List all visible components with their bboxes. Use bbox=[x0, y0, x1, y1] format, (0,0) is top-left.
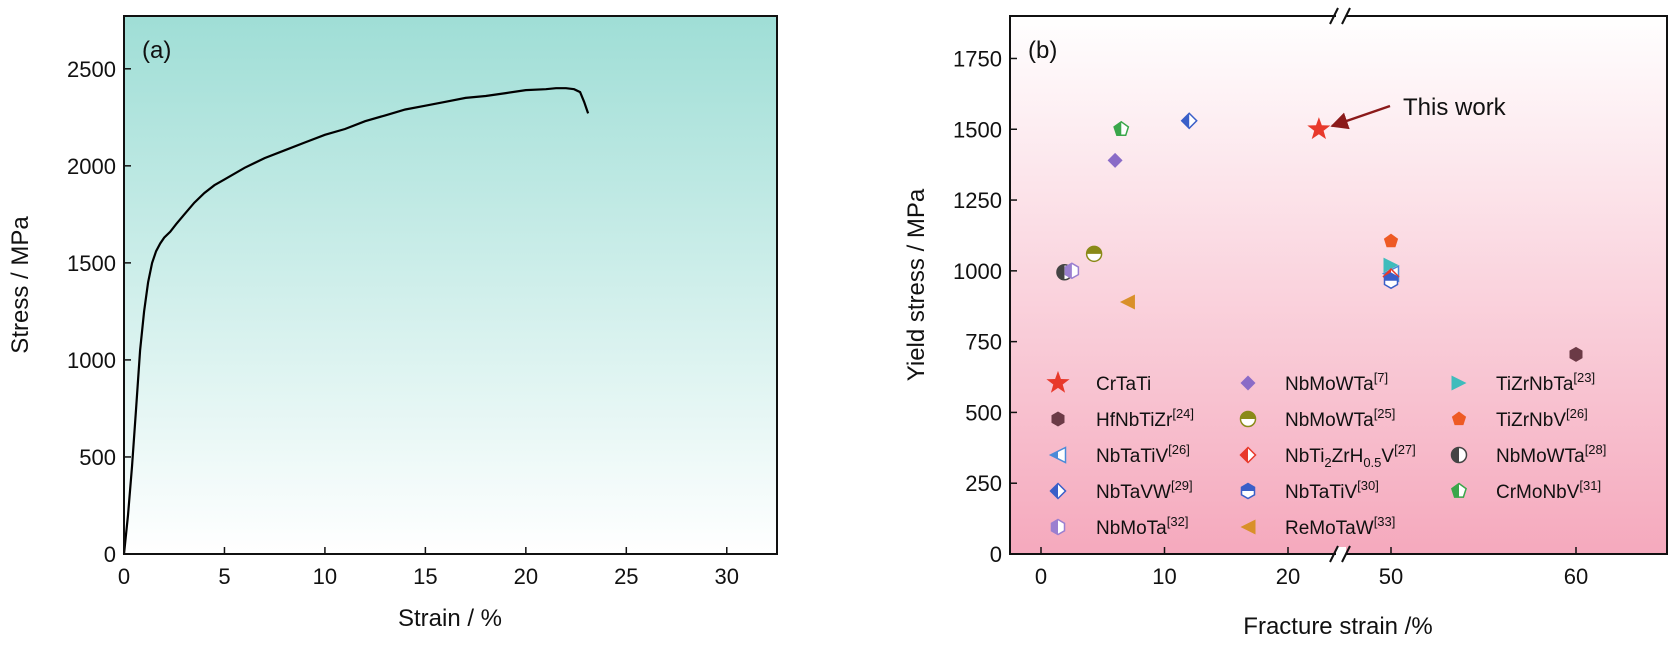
legend-entry: NbTaVW[29] bbox=[1049, 478, 1193, 503]
chart-b-xtick-label: 50 bbox=[1379, 564, 1403, 589]
chart-b-point bbox=[1180, 112, 1198, 130]
legend-marker bbox=[1050, 518, 1066, 536]
chart-b-ytick-label: 1250 bbox=[953, 188, 1002, 213]
chart-b-xtick-label: 20 bbox=[1276, 564, 1300, 589]
chart-a-xtick-label: 30 bbox=[715, 564, 739, 589]
chart-b: 0 10 20 50 60 0 250 500 750 1000 1250 1500 1750 This… bbox=[903, 7, 1668, 640]
chart-b-point bbox=[1383, 257, 1399, 273]
legend-label: ReMoTaW[33] bbox=[1285, 514, 1395, 539]
legend-entry: NbMoWTa[7] bbox=[1240, 370, 1388, 395]
legend-label: NbTaTiV[30] bbox=[1285, 478, 1379, 503]
legend-label: NbTaVW[29] bbox=[1096, 478, 1193, 503]
chart-b-xtick-label: 60 bbox=[1564, 564, 1588, 589]
chart-a-xtick-label: 25 bbox=[614, 564, 638, 589]
chart-b-ytick-label: 1000 bbox=[953, 259, 1002, 284]
legend-marker bbox=[1451, 375, 1467, 391]
chart-b-point bbox=[1064, 262, 1080, 280]
chart-a-ytick-label: 2500 bbox=[67, 57, 116, 82]
chart-a-ytick-label: 1000 bbox=[67, 348, 116, 373]
chart-b-ytick-label: 500 bbox=[965, 400, 1002, 425]
legend-entry: HfNbTiZr[24] bbox=[1051, 406, 1194, 431]
chart-b-plot-background bbox=[1010, 16, 1667, 554]
legend-label: TiZrNbV[26] bbox=[1496, 406, 1588, 431]
chart-b-ytick-label: 1500 bbox=[953, 117, 1002, 142]
this-work-annotation: This work bbox=[1403, 94, 1507, 121]
chart-b-ytick-label: 0 bbox=[990, 542, 1002, 567]
legend-entry: ReMoTaW[33] bbox=[1240, 514, 1395, 539]
legend-marker bbox=[1239, 410, 1257, 428]
chart-a-xtick-label: 20 bbox=[514, 564, 538, 589]
legend-label: NbMoWTa[7] bbox=[1285, 370, 1388, 395]
chart-b-panel-label: (b) bbox=[1028, 37, 1057, 64]
legend-marker bbox=[1451, 411, 1467, 426]
chart-b-point bbox=[1383, 272, 1399, 290]
legend-entry: NbMoTa[32] bbox=[1050, 514, 1188, 539]
legend-marker bbox=[1240, 482, 1256, 500]
chart-b-ytick-label: 250 bbox=[965, 471, 1002, 496]
this-work-arrow bbox=[1330, 104, 1391, 130]
chart-a-xtick-label: 5 bbox=[218, 564, 230, 589]
chart-a-xlabel: Strain / % bbox=[398, 605, 502, 632]
legend-entry: NbTaTiV[26] bbox=[1048, 442, 1190, 467]
chart-a-xtick-label: 15 bbox=[413, 564, 437, 589]
chart-b-point bbox=[1569, 346, 1583, 362]
legend-entry: NbMoWTa[28] bbox=[1450, 442, 1606, 467]
chart-a-ytick-label: 0 bbox=[104, 542, 116, 567]
legend-marker bbox=[1240, 375, 1256, 391]
legend-entry: TiZrNbV[26] bbox=[1451, 406, 1588, 431]
legend-entry: NbMoWTa[25] bbox=[1239, 406, 1395, 431]
chart-b-xlabel: Fracture strain /% bbox=[1243, 613, 1432, 640]
chart-a-plot-background bbox=[124, 16, 777, 554]
chart-b-xtick-label: 10 bbox=[1152, 564, 1176, 589]
chart-b-axis-break-bottom bbox=[1329, 545, 1351, 563]
legend-label: NbTi2ZrH0.5V[27] bbox=[1285, 442, 1416, 470]
chart-a: 0 5 10 15 20 25 30 0 500 1000 1500 2000 2500 (a) Str… bbox=[7, 15, 778, 632]
chart-a-panel-label: (a) bbox=[142, 37, 171, 64]
chart-b-point bbox=[1119, 294, 1135, 310]
legend-marker bbox=[1046, 370, 1070, 393]
chart-a-stress-strain-curve bbox=[122, 87, 590, 555]
chart-b-point bbox=[1107, 152, 1123, 168]
legend-label: HfNbTiZr[24] bbox=[1096, 406, 1194, 431]
legend-label: NbMoWTa[25] bbox=[1285, 406, 1395, 431]
chart-b-point bbox=[1383, 233, 1399, 248]
chart-b-xtick-label: 0 bbox=[1035, 564, 1047, 589]
chart-a-ytick-label: 500 bbox=[79, 445, 116, 470]
chart-a-xtick-label: 10 bbox=[313, 564, 337, 589]
chart-b-point bbox=[1113, 120, 1130, 137]
legend-entry: NbTi2ZrH0.5V[27] bbox=[1239, 442, 1416, 470]
chart-b-point bbox=[1085, 245, 1103, 263]
chart-b-ylabel: Yield stress / MPa bbox=[903, 188, 930, 381]
legend-label: NbTaTiV[26] bbox=[1096, 442, 1190, 467]
legend-label: TiZrNbTa[23] bbox=[1496, 370, 1595, 395]
chart-b-point bbox=[1307, 117, 1331, 140]
legend-marker bbox=[1049, 482, 1067, 500]
legend-entry: NbTaTiV[30] bbox=[1240, 478, 1379, 503]
legend-entry: CrTaTi bbox=[1046, 370, 1151, 395]
legend-label: CrMoNbV[31] bbox=[1496, 478, 1601, 503]
chart-a-ytick-label: 1500 bbox=[67, 251, 116, 276]
legend-entry: CrMoNbV[31] bbox=[1451, 478, 1601, 503]
legend-marker bbox=[1239, 446, 1257, 464]
legend-marker bbox=[1240, 519, 1256, 535]
chart-a-xtick-label: 0 bbox=[118, 564, 130, 589]
legend-label: NbMoWTa[28] bbox=[1496, 442, 1606, 467]
legend-label: CrTaTi bbox=[1096, 374, 1151, 395]
chart-b-axis-break-top bbox=[1329, 7, 1351, 25]
legend-marker bbox=[1048, 446, 1067, 464]
chart-b-ytick-label: 1750 bbox=[953, 46, 1002, 71]
chart-b-ytick-label: 750 bbox=[965, 330, 1002, 355]
chart-a-ylabel: Stress / MPa bbox=[7, 216, 34, 354]
legend-marker bbox=[1051, 411, 1065, 427]
legend-entry: TiZrNbTa[23] bbox=[1451, 370, 1595, 395]
legend-marker bbox=[1450, 446, 1468, 464]
legend-marker bbox=[1451, 482, 1467, 498]
chart-a-ytick-label: 2000 bbox=[67, 154, 116, 179]
chart-a-frame bbox=[123, 15, 778, 555]
legend-label: NbMoTa[32] bbox=[1096, 514, 1188, 539]
